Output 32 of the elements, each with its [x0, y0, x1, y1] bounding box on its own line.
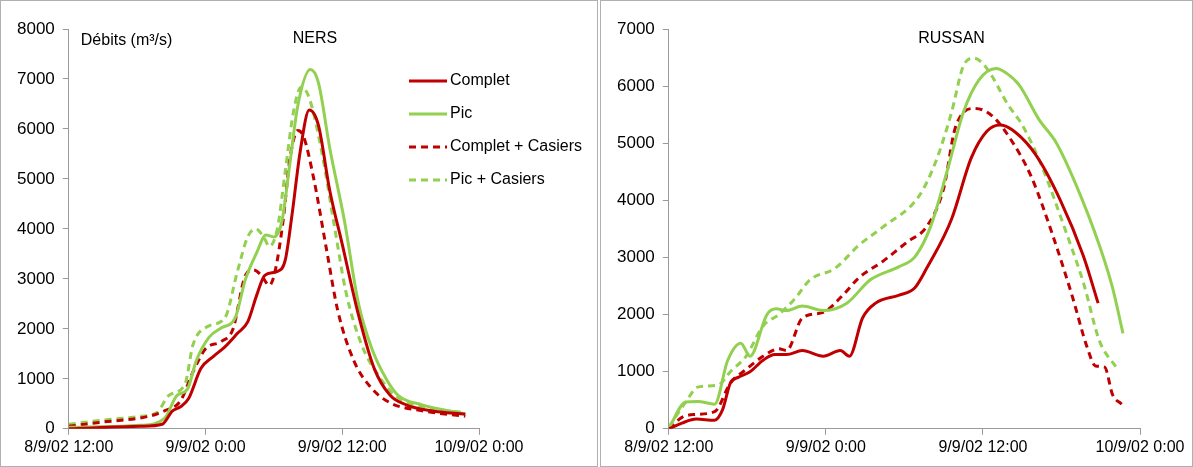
legend-label: Pic + Casiers — [450, 170, 545, 188]
y-tick-label: 3000 — [16, 268, 55, 288]
x-tick-label: 9/9/02 12:00 — [938, 437, 1028, 455]
y-tick-label: 6000 — [616, 75, 655, 95]
y-tick-label: 6000 — [16, 118, 55, 138]
y-tick-label: 5000 — [616, 132, 655, 152]
x-tick-label: 8/9/02 12:00 — [24, 437, 114, 455]
y-tick-label: 8000 — [16, 18, 55, 38]
x-tick-label: 9/9/02 12:00 — [297, 437, 387, 455]
y-tick-label: 5000 — [16, 168, 55, 188]
y-tick-label: 0 — [645, 418, 655, 438]
x-tick-label: 10/9/02 0:00 — [1095, 437, 1185, 455]
legend-label: Complet + Casiers — [450, 137, 583, 155]
x-tick-label: 9/9/02 0:00 — [165, 437, 246, 455]
x-tick-label: 10/9/02 0:00 — [434, 437, 524, 455]
y-tick-label: 7000 — [16, 68, 55, 88]
chart-title: RUSSAN — [918, 29, 985, 47]
x-tick-label: 8/9/02 12:00 — [624, 437, 714, 455]
y-tick-label: 1000 — [616, 361, 655, 381]
y-tick-label: 1000 — [16, 368, 55, 388]
y-tick-label: 0 — [45, 418, 55, 438]
chart-title: NERS — [292, 29, 338, 47]
y-tick-label: 3000 — [616, 247, 655, 267]
legend-label: Pic — [450, 104, 473, 122]
y-tick-label: 4000 — [616, 190, 655, 210]
y-tick-label: 2000 — [616, 304, 655, 324]
x-tick-label: 9/9/02 0:00 — [785, 437, 867, 455]
y-axis-title: Débits (m³/s) — [80, 31, 173, 49]
legend-label: Complet — [450, 71, 511, 89]
y-tick-label: 4000 — [16, 218, 55, 238]
y-tick-label: 2000 — [16, 318, 55, 338]
y-tick-label: 7000 — [616, 18, 655, 38]
